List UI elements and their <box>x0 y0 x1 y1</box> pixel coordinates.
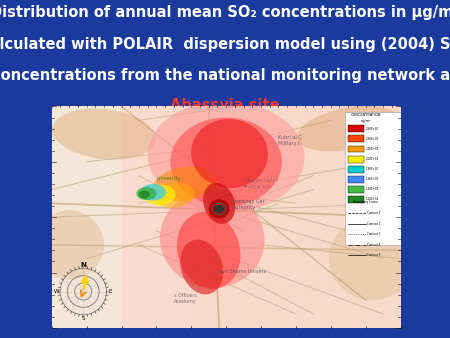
Text: Ayn Shams Univers: Ayn Shams Univers <box>219 268 266 273</box>
Ellipse shape <box>297 106 399 151</box>
Ellipse shape <box>136 187 156 200</box>
Text: Distribution of annual mean SO₂ concentrations in μg/m³: Distribution of annual mean SO₂ concentr… <box>0 5 450 20</box>
Ellipse shape <box>153 167 215 201</box>
Ellipse shape <box>203 183 235 224</box>
Text: Contour 4: Contour 4 <box>367 243 381 246</box>
Ellipse shape <box>139 191 150 198</box>
Text: oorology Ger
Authority: oorology Ger Authority <box>233 199 265 210</box>
Text: CONCENTRATION: CONCENTRATION <box>351 113 381 117</box>
Text: s Officers
Acadomy: s Officers Acadomy <box>174 293 197 304</box>
Ellipse shape <box>34 210 104 280</box>
Text: E: E <box>108 289 112 294</box>
Text: 2.60E+01: 2.60E+01 <box>365 127 379 130</box>
Text: 1.40E+01: 1.40E+01 <box>365 187 379 191</box>
Text: calculated with POLAIR  dispersion model using (2004) SO₂: calculated with POLAIR dispersion model … <box>0 37 450 52</box>
Ellipse shape <box>139 187 157 200</box>
Text: Abassyia site: Abassyia site <box>170 98 280 113</box>
Text: Contour 1: Contour 1 <box>367 211 381 215</box>
Text: ug/m³: ug/m³ <box>360 119 371 123</box>
Polygon shape <box>345 112 404 245</box>
Ellipse shape <box>170 118 282 206</box>
Circle shape <box>215 206 223 212</box>
Text: concentrations from the national monitoring network at: concentrations from the national monitor… <box>0 68 450 82</box>
Bar <box>348 176 364 183</box>
Bar <box>348 186 364 193</box>
Text: الهيئة العامة
وولوجي جنر: الهيئة العامة وولوجي جنر <box>243 176 278 188</box>
Bar <box>348 125 364 132</box>
Ellipse shape <box>329 217 416 300</box>
Text: Kubri al-C
Military I: Kubri al-C Military I <box>279 136 302 146</box>
Text: 1.80E+01: 1.80E+01 <box>365 167 379 171</box>
Bar <box>348 146 364 152</box>
Ellipse shape <box>160 191 265 288</box>
Ellipse shape <box>177 212 240 289</box>
Text: 2.40E+01: 2.40E+01 <box>365 137 379 141</box>
Ellipse shape <box>191 119 268 188</box>
Polygon shape <box>52 106 400 328</box>
Text: 1.20E+01: 1.20E+01 <box>365 197 379 201</box>
Text: university: university <box>157 176 181 181</box>
Bar <box>348 155 364 163</box>
Ellipse shape <box>52 108 156 160</box>
Ellipse shape <box>180 240 223 294</box>
Ellipse shape <box>209 199 230 219</box>
Text: Contour 2: Contour 2 <box>367 221 381 225</box>
Polygon shape <box>52 106 191 328</box>
Ellipse shape <box>153 183 194 208</box>
Bar <box>348 166 364 173</box>
Text: Boundary Lines: Boundary Lines <box>353 200 378 204</box>
Bar <box>348 136 364 142</box>
Text: 2.20E+01: 2.20E+01 <box>365 147 379 151</box>
Text: W: W <box>54 289 59 294</box>
Ellipse shape <box>148 101 305 212</box>
Text: N: N <box>80 262 86 268</box>
Ellipse shape <box>140 184 166 200</box>
Bar <box>348 196 364 203</box>
Text: 1.60E+01: 1.60E+01 <box>365 177 379 181</box>
Text: Contour 5: Contour 5 <box>367 253 381 257</box>
Polygon shape <box>122 106 400 328</box>
Text: 2.00E+01: 2.00E+01 <box>365 157 379 161</box>
Text: S: S <box>81 316 85 321</box>
Text: Contour 3: Contour 3 <box>367 232 381 236</box>
Ellipse shape <box>144 185 176 206</box>
